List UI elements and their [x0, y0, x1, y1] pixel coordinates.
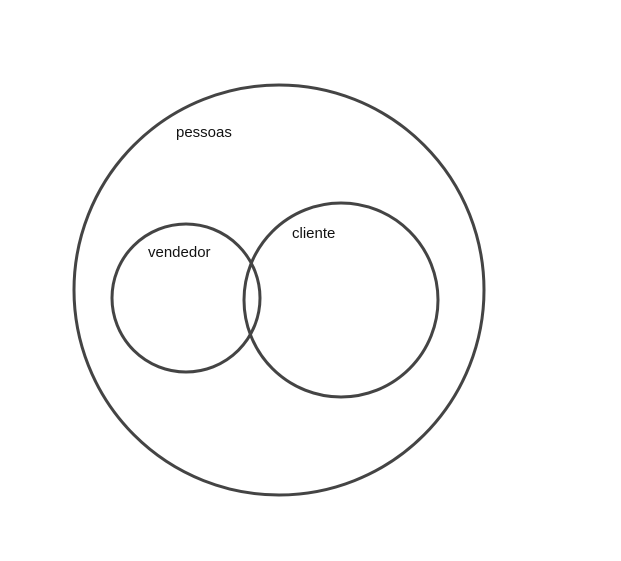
set-cliente-label: cliente: [292, 225, 335, 242]
set-vendedor-circle: [110, 222, 262, 374]
set-cliente-circle: [242, 201, 440, 399]
set-vendedor-label: vendedor: [148, 244, 211, 261]
set-pessoas-circle: [72, 83, 486, 497]
set-pessoas-label: pessoas: [176, 124, 232, 141]
